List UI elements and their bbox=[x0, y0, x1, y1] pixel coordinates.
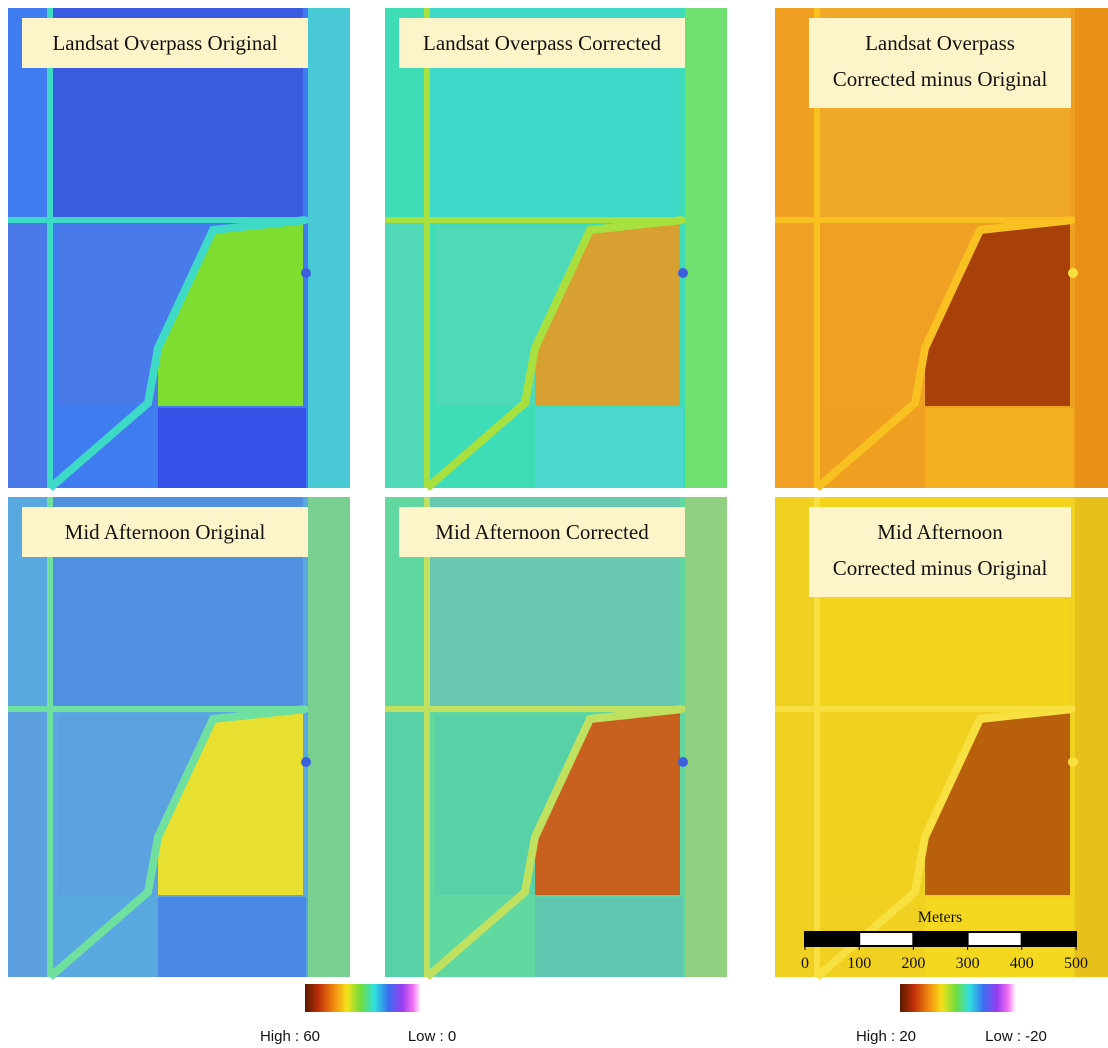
figure: Landsat Overpass Original Landsat Overpas… bbox=[0, 0, 1108, 1048]
panel-title: Mid Afternoon Original bbox=[65, 520, 266, 544]
strip bbox=[308, 8, 350, 488]
map-panel: Mid Afternoon Corrected minus Original bbox=[775, 497, 1108, 977]
panel-title: Landsat Overpass bbox=[865, 31, 1015, 55]
scale-label: 400 bbox=[1010, 955, 1034, 972]
panel-title: Corrected minus Original bbox=[833, 556, 1048, 580]
field bbox=[925, 408, 1073, 488]
scale-label: 500 bbox=[1064, 955, 1088, 972]
pond bbox=[1068, 268, 1078, 278]
scale-unit: Meters bbox=[918, 909, 962, 926]
panel-title: Corrected minus Original bbox=[833, 67, 1048, 91]
field bbox=[385, 223, 425, 488]
scale-label: 300 bbox=[956, 955, 980, 972]
pond bbox=[678, 268, 688, 278]
panel-title: Mid Afternoon bbox=[877, 520, 1003, 544]
strip bbox=[1075, 8, 1108, 488]
field bbox=[158, 897, 306, 977]
field bbox=[158, 408, 306, 488]
map-panel: Mid Afternoon Original bbox=[8, 497, 350, 977]
scale-segment bbox=[859, 932, 913, 946]
legend-ramp bbox=[900, 984, 1016, 1012]
strip bbox=[1075, 497, 1108, 977]
pond bbox=[678, 757, 688, 767]
pond bbox=[301, 268, 311, 278]
map-panel: Landsat Overpass Original bbox=[8, 8, 350, 488]
scale-segment bbox=[913, 932, 967, 946]
field bbox=[775, 223, 815, 488]
panel-title: Mid Afternoon Corrected bbox=[435, 520, 649, 544]
map-panel: Mid Afternoon Corrected bbox=[385, 497, 727, 977]
field bbox=[535, 897, 683, 977]
panel-title: Landsat Overpass Original bbox=[52, 31, 277, 55]
legend-high: High : 20 bbox=[856, 1028, 916, 1045]
strip bbox=[308, 497, 350, 977]
legend-high: High : 60 bbox=[260, 1028, 320, 1045]
scale-segment bbox=[968, 932, 1022, 946]
strip bbox=[685, 497, 727, 977]
field bbox=[385, 712, 425, 977]
strip bbox=[685, 8, 727, 488]
pond bbox=[301, 757, 311, 767]
legend-low: Low : 0 bbox=[408, 1028, 456, 1045]
map-panel: Landsat Overpass Corrected bbox=[385, 8, 727, 488]
panel-title: Landsat Overpass Corrected bbox=[423, 31, 661, 55]
map-panel: Landsat Overpass Corrected minus Original bbox=[775, 8, 1108, 488]
field bbox=[535, 408, 683, 488]
scale-segment bbox=[1022, 932, 1076, 946]
pond bbox=[1068, 757, 1078, 767]
field bbox=[8, 712, 48, 977]
scale-label: 0 bbox=[801, 955, 809, 972]
scale-label: 100 bbox=[847, 955, 871, 972]
scale-segment bbox=[805, 932, 859, 946]
legend-ramp bbox=[305, 984, 421, 1012]
scale-label: 200 bbox=[901, 955, 925, 972]
legend-low: Low : -20 bbox=[985, 1028, 1047, 1045]
field bbox=[8, 223, 48, 488]
